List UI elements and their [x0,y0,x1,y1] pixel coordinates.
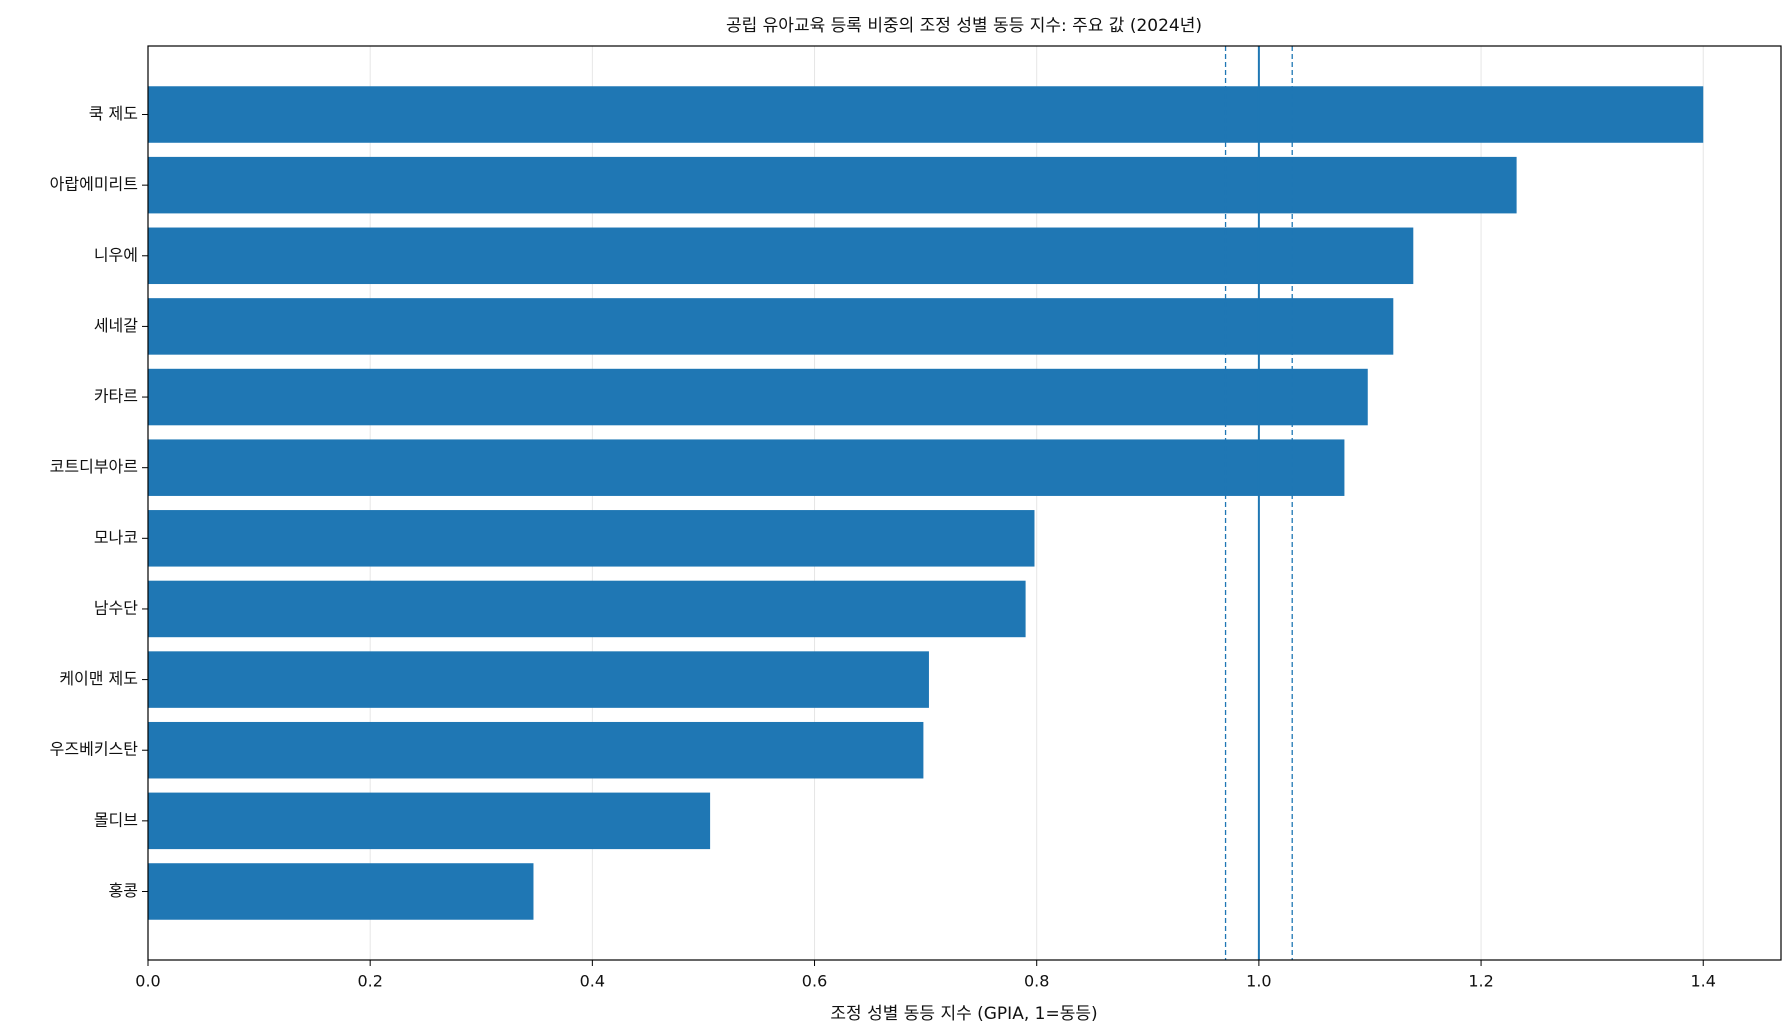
x-tick-label: 1.4 [1691,972,1716,991]
bar [148,439,1345,496]
bar [148,510,1035,567]
bar [148,721,924,779]
bar [148,368,1368,426]
y-tick-label: 쿡 제도 [89,104,138,123]
x-axis-label: 조정 성별 동등 지수 (GPIA, 1=동등) [830,1004,1097,1024]
y-tick-label: 세네갈 [94,316,138,335]
bar [148,227,1414,285]
y-tick-label: 코트디부아르 [50,457,138,476]
x-tick-label: 0.2 [357,972,382,991]
y-tick-label: 니우에 [94,245,138,264]
bar [148,156,1517,214]
y-tick-label: 몰디브 [94,810,138,829]
x-tick-label: 1.0 [1246,972,1271,991]
bar [148,792,711,850]
bar [148,651,929,708]
plot-frame [147,45,1782,961]
y-tick-label: 우즈베키스탄 [50,740,139,759]
x-tick-label: 0.6 [802,972,827,991]
bar [148,86,1704,143]
y-tick-label: 남수단 [94,598,138,617]
x-tick-label: 0.8 [1024,972,1049,991]
y-tick-label: 모나코 [94,528,138,547]
y-tick-label: 홍콩 [109,881,138,900]
y-tick-label: 카타르 [94,387,138,406]
x-tick-label: 0.0 [135,972,160,991]
bar [148,298,1394,355]
bar [148,580,1026,638]
bar [148,863,534,920]
y-tick-label: 아랍에미리트 [50,175,138,194]
x-tick-label: 0.4 [580,972,605,991]
x-tick-label: 1.2 [1468,972,1493,991]
chart-title: 공립 유아교육 등록 비중의 조정 성별 동등 지수: 주요 값 (2024년) [726,16,1202,36]
y-tick-label: 케이맨 제도 [59,669,138,688]
